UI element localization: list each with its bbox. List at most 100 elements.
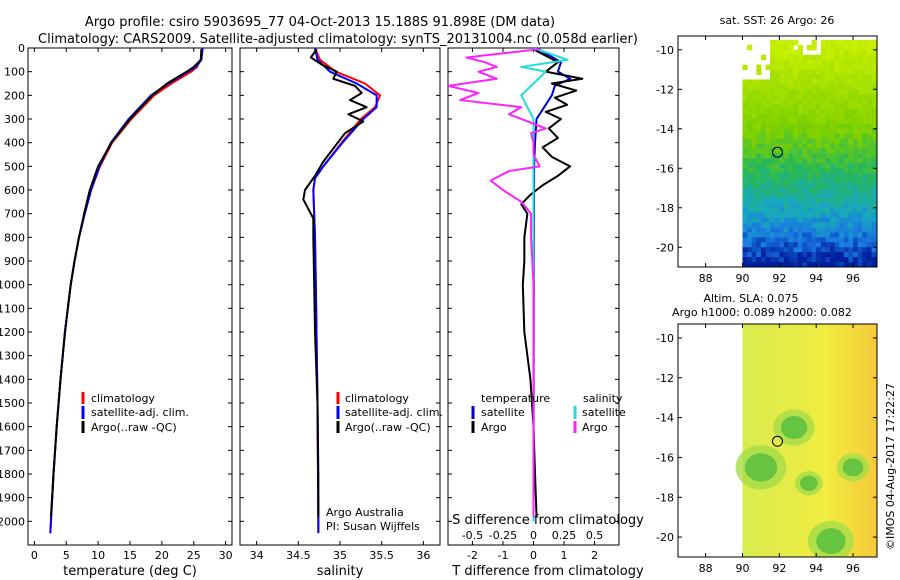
lat-tick-label: -14 — [656, 123, 674, 136]
sst-cell — [765, 237, 771, 243]
sst-cell — [742, 173, 748, 179]
sst-cell — [783, 84, 790, 90]
sst-cell — [857, 262, 863, 267]
sst-cell — [751, 202, 757, 209]
sst-cell — [797, 54, 803, 61]
sst-cell — [825, 104, 831, 110]
sst-cell — [793, 113, 799, 120]
depth-tick-label: 1300 — [0, 350, 25, 363]
sst-cell — [811, 118, 817, 125]
lat-tick-label: -10 — [656, 332, 674, 345]
sst-cell — [783, 168, 790, 174]
sst-cell — [820, 168, 826, 174]
sst-cell — [825, 113, 831, 120]
sst-cell — [830, 163, 836, 169]
sst-cell — [756, 118, 762, 125]
sst-cell — [742, 109, 748, 115]
sst-cell — [783, 123, 790, 130]
sst-cell — [843, 188, 849, 194]
sst-cell — [820, 257, 826, 263]
sst-cell — [862, 188, 868, 194]
sst-cell — [866, 197, 872, 204]
sst-cell — [783, 153, 790, 159]
sst-cell — [788, 79, 794, 85]
sst-cell — [802, 178, 808, 184]
sst-cell — [760, 178, 767, 184]
sst-cell — [834, 168, 840, 174]
sst-cell — [779, 59, 785, 66]
sst-cell — [866, 143, 872, 150]
sst-cell — [820, 217, 826, 224]
sst-cell — [839, 207, 845, 214]
sst-cell — [751, 173, 757, 179]
sst-cell — [779, 212, 785, 219]
sst-cell — [857, 148, 863, 154]
sst-cell — [820, 183, 826, 189]
sst-cell — [816, 153, 822, 159]
sst-cell — [839, 69, 845, 75]
sst-cell — [816, 84, 822, 90]
sst-cell — [779, 262, 785, 267]
sst-cell — [857, 232, 863, 238]
sst-cell — [783, 247, 790, 253]
sst-cell — [774, 113, 780, 120]
sst-cell — [848, 163, 854, 169]
sst-cell — [770, 222, 776, 229]
sst-cell — [802, 118, 808, 125]
sst-cell — [774, 227, 780, 233]
sst-cell — [742, 168, 748, 174]
sst-cell — [806, 118, 813, 125]
sst-cell — [862, 39, 868, 46]
sst-cell — [848, 138, 854, 145]
sst-cell — [834, 212, 840, 219]
sst-cell — [834, 257, 840, 263]
sst-cell — [797, 242, 803, 248]
sst-cell — [820, 178, 826, 184]
sst-cell — [751, 192, 757, 199]
sst-cell — [816, 163, 822, 169]
sst-cell — [825, 74, 831, 80]
depth-tick-label: 400 — [4, 137, 25, 150]
sst-cell — [857, 202, 863, 209]
sst-cell — [802, 183, 808, 189]
sst-cell — [839, 237, 845, 243]
sst-cell — [848, 99, 854, 105]
sst-cell — [820, 188, 826, 194]
sst-cell — [797, 217, 803, 224]
sst-cell — [834, 222, 840, 229]
sst-cell — [783, 183, 790, 189]
sst-cell — [843, 207, 849, 214]
sla-map-frame — [677, 323, 878, 558]
sst-cell — [871, 123, 877, 130]
sst-cell — [742, 188, 748, 194]
sst-cell — [751, 168, 757, 174]
sst-cell — [802, 84, 808, 90]
sst-cell — [825, 143, 831, 150]
sst-cell — [774, 59, 780, 66]
x-tick-label: 20 — [155, 549, 169, 562]
sst-cell — [770, 104, 776, 110]
sst-cell — [871, 148, 877, 154]
sst-cell — [760, 237, 767, 243]
depth-tick-label: 500 — [4, 160, 25, 173]
sst-cell — [788, 257, 794, 263]
lat-tick-label: -20 — [656, 531, 674, 544]
legend-label-climatology: climatology — [91, 392, 155, 405]
sst-cell — [788, 232, 794, 238]
sst-cell — [871, 237, 877, 243]
sst-cell — [802, 143, 808, 150]
sst-cell — [816, 232, 822, 238]
sst-cell — [765, 158, 771, 164]
sst-cell — [751, 163, 757, 169]
sst-cell — [843, 153, 849, 159]
sst-cell — [793, 173, 799, 179]
sst-cell — [839, 222, 845, 229]
sst-cell — [843, 252, 849, 258]
sst-cell — [816, 222, 822, 229]
sst-cell — [797, 197, 803, 204]
sst-cell — [793, 158, 799, 164]
sst-cell — [797, 227, 803, 233]
sst-cell — [871, 153, 877, 159]
sst-cell — [751, 242, 757, 248]
s-tick-label: 0 — [530, 529, 537, 542]
